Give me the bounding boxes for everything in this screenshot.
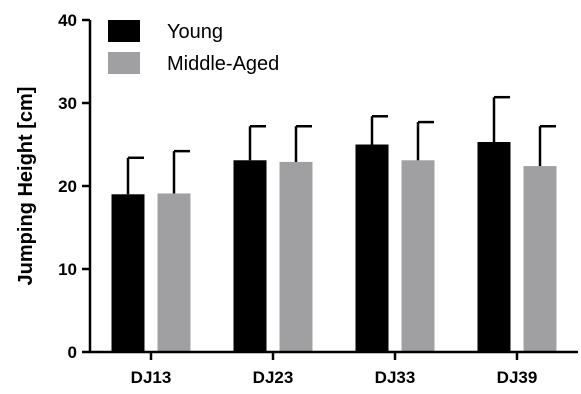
legend-swatch [108, 52, 140, 74]
legend-swatch [108, 20, 140, 42]
legend-label: Middle-Aged [167, 53, 279, 75]
y-tick-label: 0 [68, 343, 77, 362]
x-tick-label: DJ39 [497, 368, 538, 387]
y-tick-label: 10 [58, 260, 77, 279]
bar [279, 161, 313, 352]
x-tick-label: DJ23 [253, 368, 294, 387]
y-axis-title: Jumping Height [cm] [15, 87, 37, 286]
bars-layer [111, 142, 557, 352]
bar [477, 142, 511, 352]
error-bars-layer [126, 95, 556, 195]
bar [523, 166, 557, 352]
y-tick-label: 30 [58, 94, 77, 113]
x-tick-label: DJ33 [375, 368, 416, 387]
y-tick-label: 40 [58, 11, 77, 30]
x-tick-label: DJ13 [131, 368, 172, 387]
legend-label: Young [167, 21, 223, 43]
y-ticks: 0 10 20 30 40 [58, 11, 90, 362]
bar [355, 144, 389, 352]
bar [111, 194, 145, 352]
legend: Young Middle-Aged [108, 20, 279, 75]
x-ticks: DJ13 DJ23 DJ33 DJ39 [131, 352, 538, 387]
bar [233, 160, 267, 352]
y-tick-label: 20 [58, 177, 77, 196]
bar [401, 160, 435, 352]
bar [157, 193, 191, 352]
